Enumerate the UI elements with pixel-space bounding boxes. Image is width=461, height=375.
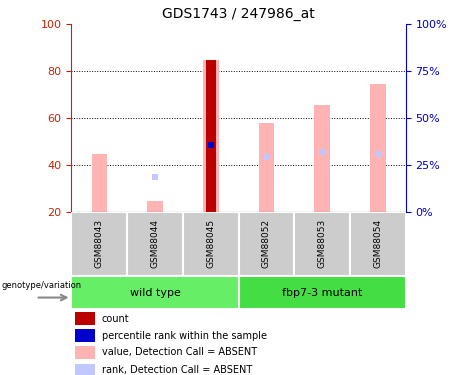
Bar xyxy=(75,329,95,342)
Text: GSM88054: GSM88054 xyxy=(373,219,382,268)
Text: GSM88044: GSM88044 xyxy=(150,219,160,268)
Bar xyxy=(203,60,219,212)
Text: genotype/variation: genotype/variation xyxy=(1,280,82,290)
Bar xyxy=(91,154,107,212)
Bar xyxy=(370,84,385,212)
Text: wild type: wild type xyxy=(130,288,180,297)
Bar xyxy=(314,105,330,212)
Bar xyxy=(75,363,95,375)
Text: GSM88052: GSM88052 xyxy=(262,219,271,268)
Bar xyxy=(71,212,127,276)
Text: GSM88045: GSM88045 xyxy=(206,219,215,268)
Text: percentile rank within the sample: percentile rank within the sample xyxy=(101,331,266,341)
Title: GDS1743 / 247986_at: GDS1743 / 247986_at xyxy=(162,7,315,21)
Text: GSM88053: GSM88053 xyxy=(318,219,327,268)
Text: value, Detection Call = ABSENT: value, Detection Call = ABSENT xyxy=(101,347,257,357)
Text: fbp7-3 mutant: fbp7-3 mutant xyxy=(282,288,362,297)
Bar xyxy=(350,212,406,276)
Bar xyxy=(294,212,350,276)
Bar xyxy=(127,212,183,276)
Bar xyxy=(75,312,95,325)
Bar xyxy=(238,212,294,276)
Bar xyxy=(71,276,239,309)
Text: GSM88043: GSM88043 xyxy=(95,219,104,268)
Bar xyxy=(238,276,406,309)
Bar xyxy=(183,212,238,276)
Bar xyxy=(206,60,216,212)
Bar xyxy=(75,346,95,358)
Text: count: count xyxy=(101,314,129,324)
Bar xyxy=(147,201,163,212)
Text: rank, Detection Call = ABSENT: rank, Detection Call = ABSENT xyxy=(101,365,252,375)
Bar xyxy=(259,123,274,212)
